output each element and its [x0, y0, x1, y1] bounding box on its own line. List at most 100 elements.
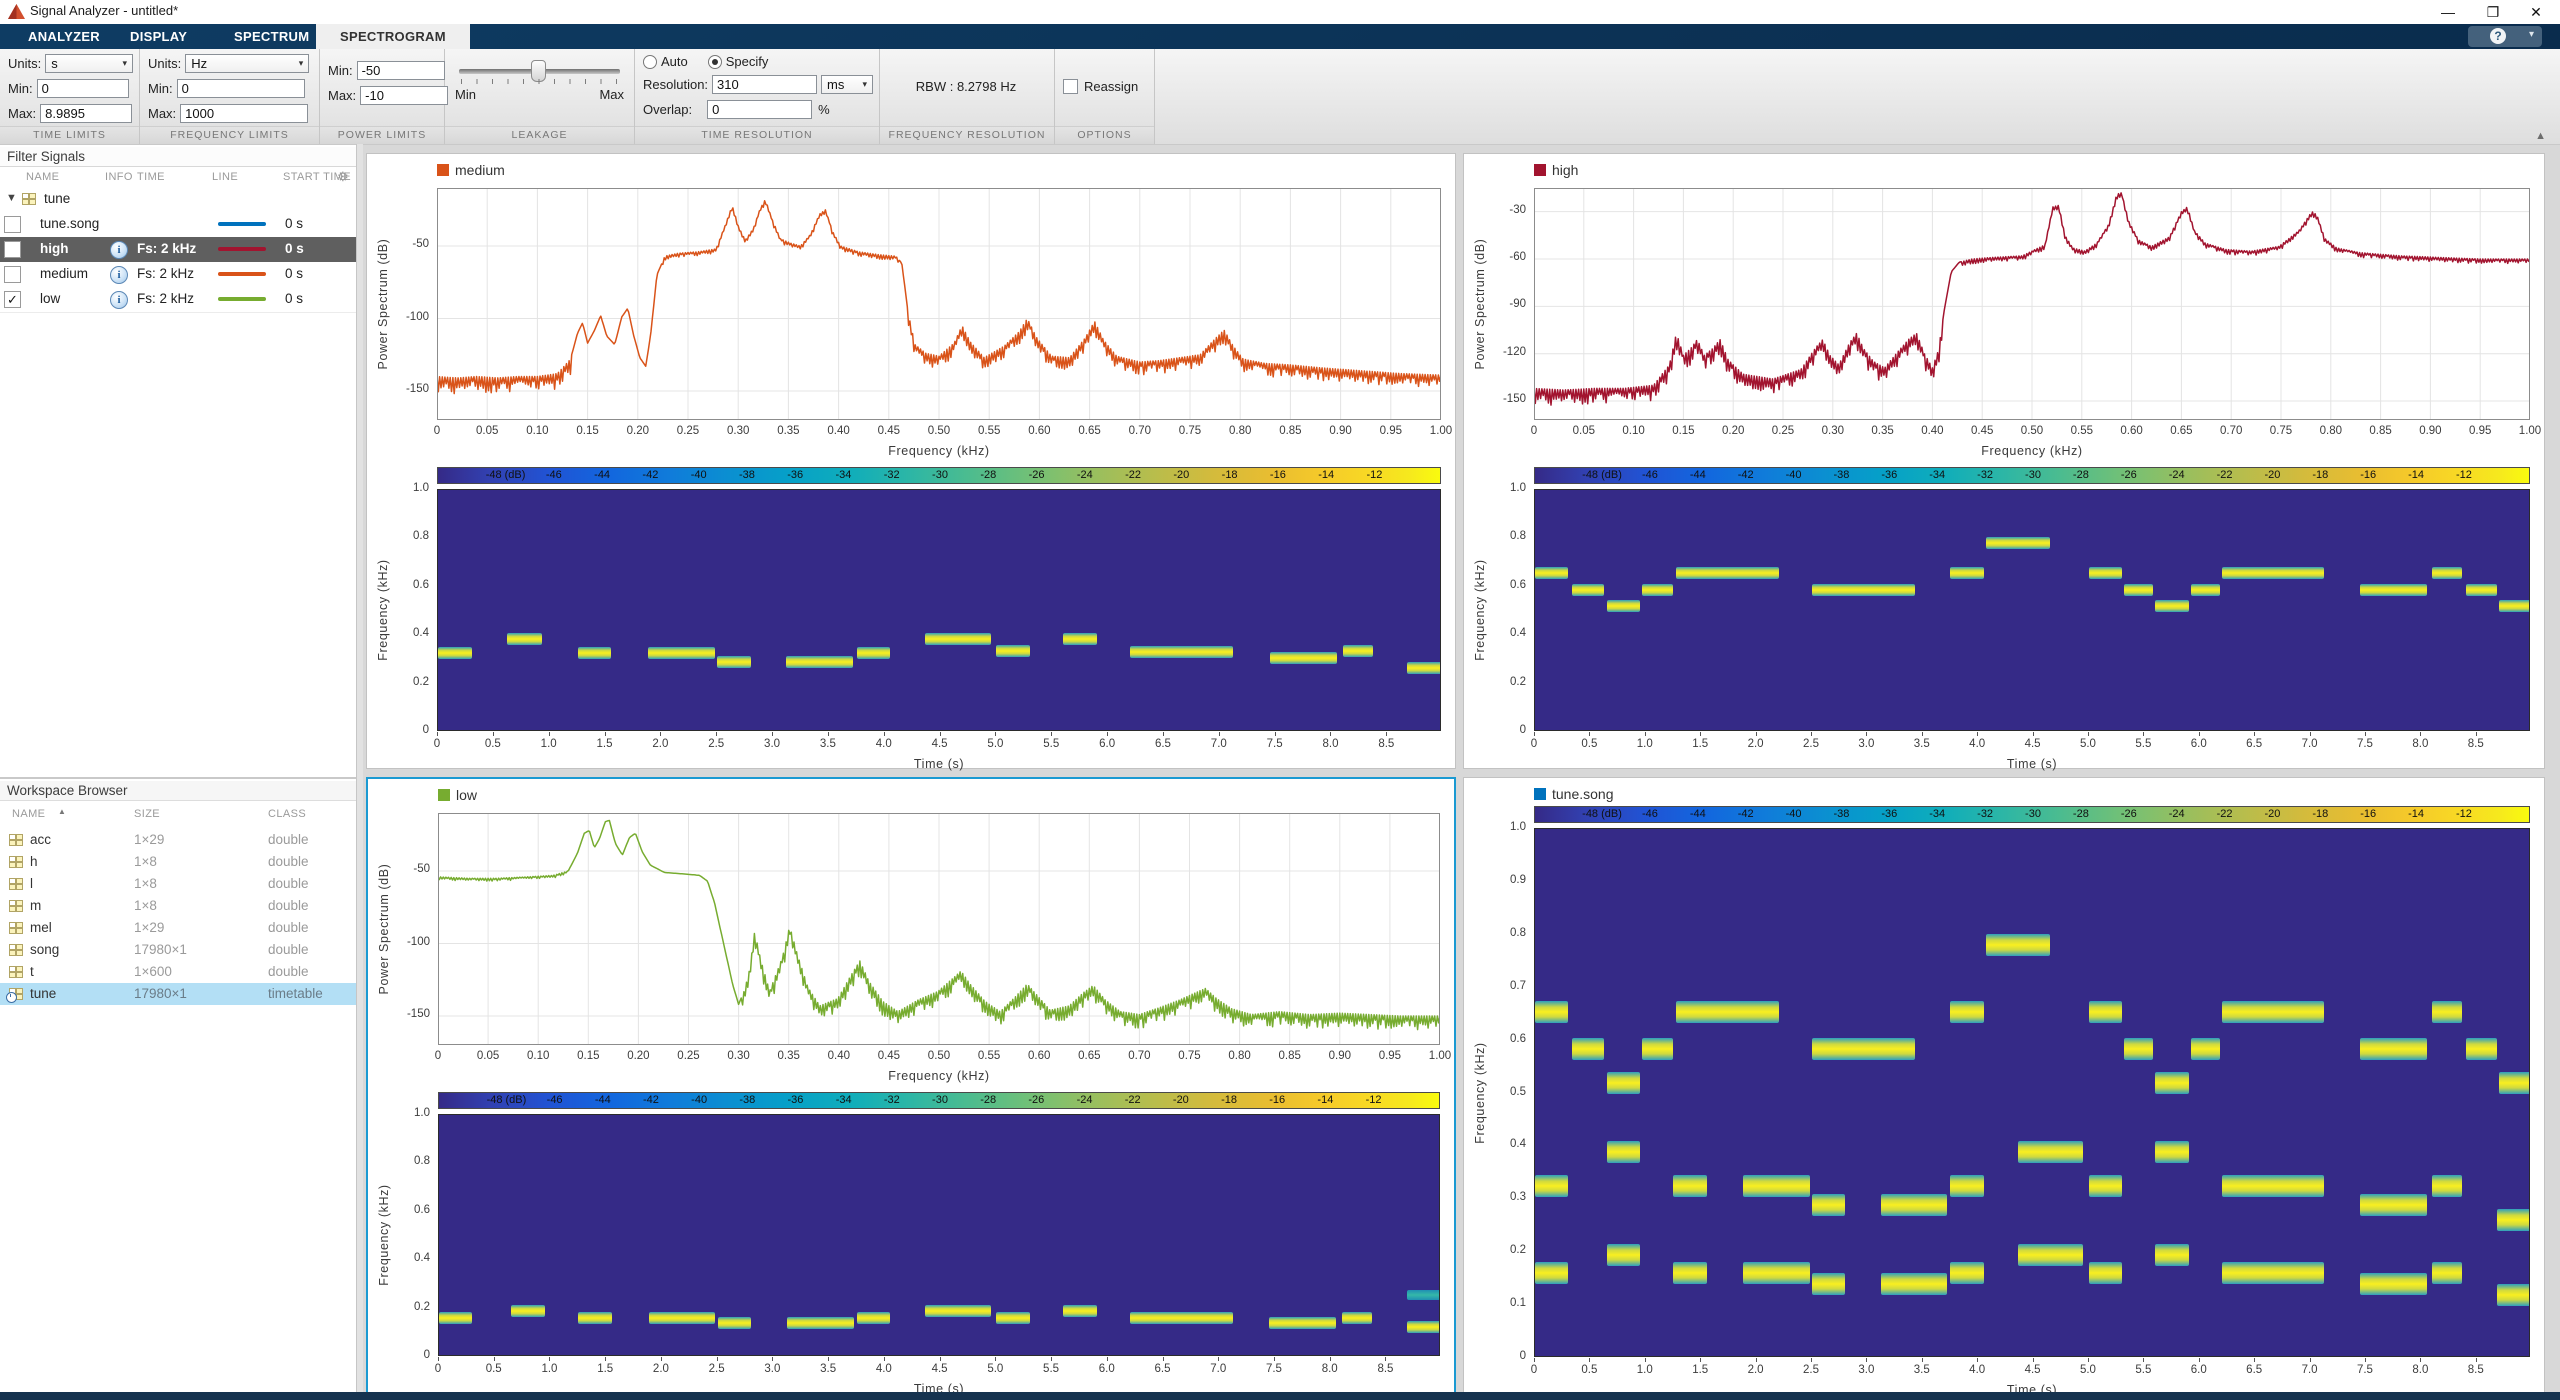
spectrogram-note [2190, 1037, 2220, 1060]
spectrogram-xtick: 6.5 [2246, 738, 2263, 750]
spectrogram-ytick: 0.2 [414, 1300, 430, 1313]
spectrogram-ytick: 0.4 [413, 627, 429, 640]
spectrogram-tune.song[interactable] [1534, 828, 2530, 1357]
signal-group-row-tune[interactable]: ▼ tune [0, 187, 356, 213]
overlap-input[interactable] [707, 99, 813, 119]
signal-checkbox[interactable] [4, 216, 21, 233]
workspace-row-mel[interactable]: mel 1×29 double [0, 917, 356, 939]
workspace-row-acc[interactable]: acc 1×29 double [0, 829, 356, 851]
freq-units-select[interactable]: Hz ▾ [185, 53, 310, 73]
column-settings-gear-icon[interactable]: ⚙ [337, 169, 350, 184]
spectrum-xtick: 0.60 [2120, 425, 2143, 437]
tab-spectrum[interactable]: SPECTRUM [234, 29, 310, 44]
colorbar-tick: -12 [1366, 469, 1383, 481]
info-icon[interactable]: i [110, 291, 128, 309]
workspace-row-m[interactable]: m 1×8 double [0, 895, 356, 917]
group-label-leakage: LEAKAGE [445, 126, 634, 144]
workspace-row-t[interactable]: t 1×600 double [0, 961, 356, 983]
workspace-var-size: 17980×1 [134, 942, 187, 957]
spectrogram-low[interactable] [438, 1114, 1440, 1356]
expand-collapse-icon[interactable]: ▼ [6, 192, 17, 204]
spectrogram-xtick: 4.0 [875, 1363, 892, 1375]
colorbar-tick: -34 [1929, 469, 1946, 481]
resolution-unit-select[interactable]: ms ▾ [821, 74, 873, 94]
power-spectrum-plot-low[interactable] [438, 813, 1440, 1045]
spectrogram-xtick-mark [1106, 1357, 1108, 1361]
colorbar-tick: -48 (dB) [1582, 808, 1622, 820]
spectrogram-xlabel: Time (s) [2006, 757, 2058, 771]
colorbar-tick: -44 [594, 469, 611, 481]
colorbar-tick: -30 [2025, 469, 2041, 481]
signal-checkbox[interactable] [4, 241, 21, 258]
info-icon[interactable]: i [110, 266, 128, 284]
workspace-row-h[interactable]: h 1×8 double [0, 851, 356, 873]
info-icon[interactable]: i [110, 241, 128, 259]
tab-spectrogram[interactable]: SPECTROGRAM [316, 24, 470, 49]
sidebar-splitter[interactable] [0, 777, 356, 779]
spectrogram-note [1675, 1000, 1779, 1023]
specify-radio[interactable] [707, 55, 722, 69]
spectrogram-note [1950, 567, 1984, 580]
plot-panel-high[interactable]: -30 -60 -90 -120 -150 0 0.05 0.10 0.15 0.20 0.25 0.… [1463, 153, 2545, 771]
spectrogram-xtick: 7.5 [1266, 738, 1283, 750]
resolution-input[interactable] [712, 74, 818, 94]
time-max-input[interactable] [40, 103, 133, 123]
time-units-select[interactable]: s ▾ [45, 53, 133, 73]
reassign-checkbox[interactable] [1063, 78, 1078, 94]
signal-row-high[interactable]: high i Fs: 2 kHz 0 s [0, 237, 356, 263]
spectrogram-xtick: 6.0 [2190, 1364, 2207, 1376]
spectrogram-xtick: 7.0 [2301, 1364, 2318, 1376]
minimize-button[interactable]: — [2441, 4, 2455, 20]
freq-max-input[interactable] [180, 103, 309, 123]
time-min-input[interactable] [36, 78, 129, 98]
power-min-input[interactable] [356, 60, 445, 80]
spectrogram-xtick-mark [772, 1357, 774, 1361]
signal-row-low[interactable]: ✓ low i Fs: 2 kHz 0 s [0, 287, 356, 313]
line-style-sample[interactable] [218, 222, 266, 226]
spectrogram-xtick: 5.0 [987, 738, 1004, 750]
spectrum-xtick: 0.10 [526, 1050, 550, 1062]
spectrogram-note [1950, 1000, 1984, 1023]
line-style-sample[interactable] [218, 297, 266, 301]
spectrogram-xtick: 2.5 [1802, 738, 1819, 750]
ribbon-filler: ▲ [1155, 49, 2560, 144]
spectrogram-note [1607, 1071, 1641, 1094]
spectrogram-xtick-mark [2198, 732, 2200, 736]
close-button[interactable]: ✕ [2530, 4, 2542, 20]
colorbar-tick: -36 [1881, 808, 1898, 820]
colorbar-tick: -36 [787, 469, 804, 481]
tab-analyzer[interactable]: ANALYZER [28, 29, 100, 44]
plot-panel-medium[interactable]: -50 -100 -150 0 0.05 0.10 0.15 0.20 0.25 0.30 0.35… [366, 153, 1456, 771]
spectrogram-high[interactable] [1534, 489, 2530, 731]
spectrogram-medium[interactable] [437, 489, 1441, 731]
spectrogram-note [1811, 1193, 1846, 1216]
line-style-sample[interactable] [218, 272, 266, 276]
signal-row-medium[interactable]: medium i Fs: 2 kHz 0 s [0, 262, 356, 288]
auto-radio[interactable] [643, 55, 657, 69]
spectrogram-ytick: 0.2 [1510, 675, 1526, 688]
spectrogram-xtick: 0.5 [485, 1363, 502, 1375]
signal-row-tune.song[interactable]: tune.song 0 s [0, 212, 356, 238]
plot-panel-tune-song[interactable]: tune.song -48 (dB) -46 -44 -42 -40 -38 -36 -34 -3… [1463, 777, 2545, 1397]
collapse-ribbon-icon[interactable]: ▲ [2535, 130, 2546, 142]
freq-min-input[interactable] [176, 78, 305, 98]
power-spectrum-plot-high[interactable] [1534, 188, 2530, 420]
colorbar-tick: -42 [1737, 469, 1754, 481]
help-button[interactable]: ? ▾ [2468, 26, 2542, 47]
maximize-button[interactable]: ❐ [2486, 4, 2500, 20]
tab-display[interactable]: DISPLAY [130, 29, 188, 44]
signal-checkbox[interactable]: ✓ [4, 291, 21, 308]
power-spectrum-plot-medium[interactable] [437, 188, 1441, 420]
workspace-row-l[interactable]: l 1×8 double [0, 873, 356, 895]
workspace-row-song[interactable]: song 17980×1 double [0, 939, 356, 961]
plot-panel-low[interactable]: -50 -100 -150 0 0.05 0.10 0.15 0.20 0.25 0.30 0.35… [366, 777, 1456, 1396]
spectrogram-note [2432, 567, 2463, 580]
power-max-input[interactable] [360, 85, 449, 105]
spectrogram-xtick: 5.5 [1043, 738, 1060, 750]
spectrum-xtick: 0.80 [1228, 1050, 1251, 1062]
workspace-row-tune[interactable]: tune 17980×1 timetable [0, 983, 356, 1005]
line-style-sample[interactable] [218, 247, 266, 251]
signal-checkbox[interactable] [4, 266, 21, 283]
spectrogram-xtick-mark [1644, 732, 1646, 736]
spectrogram-note [2088, 567, 2123, 580]
